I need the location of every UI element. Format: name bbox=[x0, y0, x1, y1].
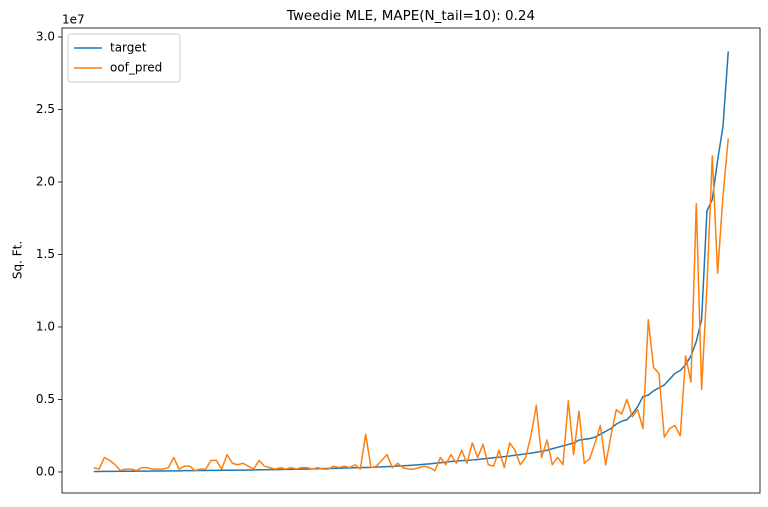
y-tick-label: 3.0 bbox=[36, 29, 55, 43]
y-tick-label: 1.0 bbox=[36, 319, 55, 333]
series-line bbox=[93, 138, 730, 472]
legend-label: target bbox=[110, 41, 147, 55]
y-axis-label: Sq. Ft. bbox=[11, 241, 25, 279]
legend-box bbox=[67, 33, 181, 83]
y-tick-label: 2.5 bbox=[36, 102, 55, 116]
y-tick-label: 0.0 bbox=[36, 464, 55, 478]
y-tick-label: 1.5 bbox=[36, 247, 55, 261]
y-tick-label: 2.0 bbox=[36, 174, 55, 188]
legend-label: oof_pred bbox=[110, 61, 162, 75]
y-offset-label: 1e7 bbox=[62, 13, 85, 27]
axes-frame bbox=[61, 27, 761, 494]
series-line bbox=[93, 51, 730, 473]
y-tick-label: 0.5 bbox=[36, 392, 55, 406]
chart-title: Tweedie MLE, MAPE(N_tail=10): 0.24 bbox=[286, 8, 535, 24]
